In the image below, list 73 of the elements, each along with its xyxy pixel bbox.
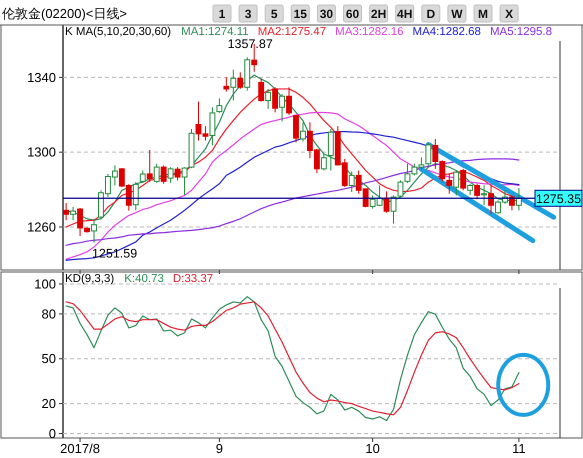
annotation: 1357.87: [228, 36, 273, 51]
text: 5: [270, 7, 278, 21]
candlestick: [390, 194, 396, 224]
candlestick: [467, 183, 474, 196]
x-tick-label: 9: [216, 441, 223, 456]
text: 60: [346, 7, 360, 21]
candlestick: [279, 94, 286, 122]
candlestick: [272, 86, 278, 113]
annotation: K MA(5,10,20,30,60): [65, 26, 172, 38]
candlestick: [63, 202, 70, 221]
text: MA1:1274.11: [181, 26, 249, 38]
candlestick: [293, 114, 299, 143]
text: MA2:1275.47: [258, 26, 326, 38]
candlestick: [384, 190, 390, 214]
candlestick: [174, 166, 181, 181]
candlestick: [453, 170, 460, 196]
candlestick: [286, 86, 292, 116]
y-tick-label: 1260: [27, 219, 56, 234]
candlestick: [70, 206, 76, 221]
candlestick: [481, 184, 488, 206]
text: W: [451, 7, 464, 21]
text: 2H: [370, 7, 386, 21]
text: X: [505, 7, 514, 21]
y-tick-label: 50: [42, 351, 56, 366]
candlestick: [258, 78, 264, 102]
x-tick-label: 10: [365, 441, 380, 456]
candlestick: [460, 168, 466, 191]
candlestick: [328, 128, 334, 172]
candlestick: [216, 98, 222, 114]
text: MA3:1282.16: [335, 26, 404, 38]
text: K:40.73: [124, 273, 164, 285]
candlestick: [488, 184, 494, 214]
text: 1: [218, 7, 226, 21]
candlestick: [300, 122, 306, 142]
candlestick: [91, 218, 97, 244]
candlestick: [146, 149, 153, 183]
candlestick: [160, 164, 167, 184]
candlestick: [230, 69, 236, 102]
x-tick-label: 2017/8: [60, 441, 100, 456]
candlestick: [516, 188, 522, 211]
text: MA5:1295.8: [490, 26, 552, 38]
chart-title: 伦敦金(02200)<日线>: [2, 6, 127, 21]
candlestick: [237, 72, 244, 90]
candlestick: [168, 166, 174, 184]
candlestick: [474, 183, 480, 200]
candlestick: [265, 88, 272, 110]
candlestick: [182, 166, 188, 196]
x-tick-label: 11: [512, 441, 526, 456]
text: 3: [244, 7, 252, 21]
candlestick: [425, 142, 432, 166]
y-tick-label: 80: [42, 306, 56, 322]
text: D: [426, 7, 436, 21]
y-tick-label: 20: [42, 396, 56, 412]
y-tick-label: 100: [34, 276, 56, 292]
candlestick: [140, 170, 146, 184]
text: 30: [320, 7, 334, 21]
line-series: [66, 158, 520, 246]
y-tick-label: 0: [48, 426, 56, 442]
y-tick-label: 1340: [27, 70, 56, 85]
annotation: KD(9,3,3): [65, 273, 114, 285]
candlestick: [209, 106, 216, 146]
candlestick: [446, 173, 452, 194]
text: D:33.37: [172, 273, 214, 285]
candlestick: [320, 153, 327, 172]
candlestick: [154, 163, 160, 184]
y-tick-label: 1300: [27, 144, 56, 160]
text: MA4:1282.68: [412, 26, 481, 38]
text: M: [478, 7, 488, 21]
candlestick: [348, 170, 355, 193]
text: 4H: [397, 7, 412, 21]
text: 15: [294, 7, 308, 21]
candlestick: [223, 76, 230, 92]
ref-line-label: 1275.35: [536, 192, 582, 206]
